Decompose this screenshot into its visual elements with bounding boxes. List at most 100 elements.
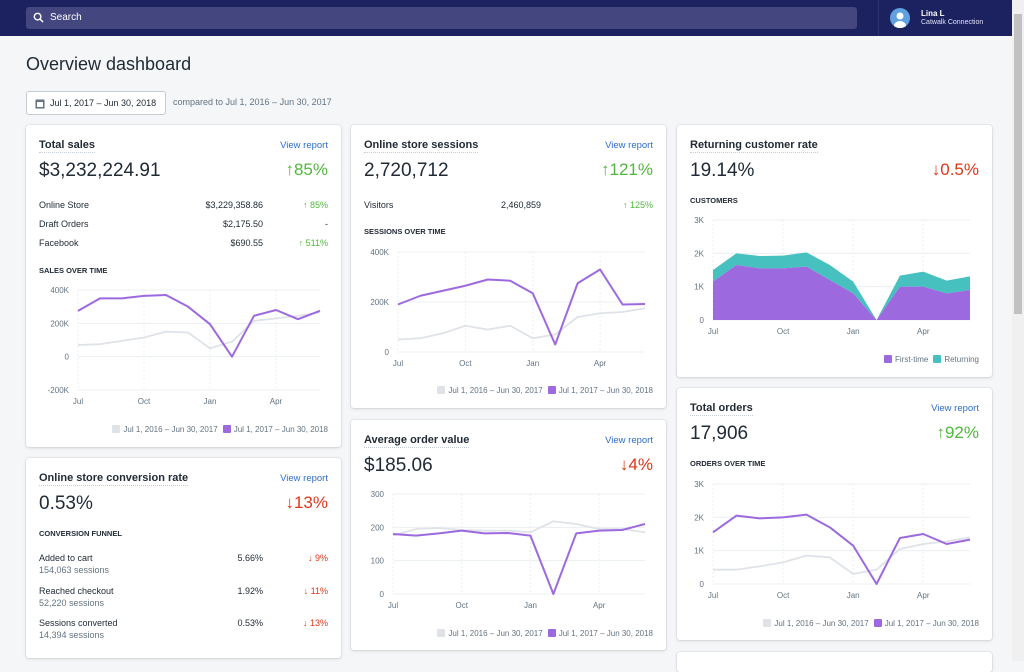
x-tick-label: Apr xyxy=(593,601,606,610)
total-orders-card: Total orders View report 17,906 ↑92% Ord… xyxy=(677,388,992,640)
view-report-link[interactable]: View report xyxy=(280,140,328,151)
x-tick-label: Jul xyxy=(73,397,83,406)
y-tick-label: 1K xyxy=(694,283,704,292)
x-tick-label: Apr xyxy=(270,397,283,406)
search-input[interactable]: Search xyxy=(26,7,857,29)
y-tick-label: 0 xyxy=(65,353,70,362)
x-tick-label: Apr xyxy=(917,327,930,336)
legend-current: Jul 1, 2017 – Jun 30, 2018 xyxy=(558,629,653,638)
funnel-row: Sessions converted 14,394 sessions 0.53% ↓ … xyxy=(39,618,328,640)
row-value: $3,229,358.86 xyxy=(205,200,263,210)
legend-swatch-current xyxy=(547,629,556,637)
date-range-label: Jul 1, 2017 – Jun 30, 2018 xyxy=(50,98,157,108)
total-sales-card: Total sales View report $3,232,224.91 ↑8… xyxy=(26,125,341,447)
breakdown-row: Facebook $690.55 ↑ 511% xyxy=(39,238,328,252)
row-label: Facebook xyxy=(39,238,79,248)
row-delta: - xyxy=(325,219,328,229)
x-tick-label: Oct xyxy=(456,601,469,610)
row-delta: ↓ 13% xyxy=(302,618,328,628)
calendar-icon xyxy=(35,99,45,109)
chart-subtitle: Customers xyxy=(690,196,738,205)
card-title: Total sales xyxy=(39,139,96,153)
chart-legend: Jul 1, 2016 – Jun 30, 2017 Jul 1, 2017 – … xyxy=(432,386,653,395)
legend-first-time: First-time xyxy=(894,355,929,364)
x-tick-label: Jan xyxy=(526,359,539,368)
metric-delta: ↓4% xyxy=(619,455,653,474)
legend-returning: Returning xyxy=(944,355,979,364)
metric-value: 19.14% xyxy=(690,160,755,181)
breakdown-row: Online Store $3,229,358.86 ↑ 85% xyxy=(39,200,328,214)
card-title: Online store sessions xyxy=(364,139,479,153)
y-tick-label: 300 xyxy=(371,490,385,499)
top-bar: Search Lina L Catwalk Connection xyxy=(0,0,1012,36)
series-line-current xyxy=(712,513,971,585)
row-value: $2,175.50 xyxy=(222,219,263,229)
x-tick-label: Jan xyxy=(847,327,860,336)
row-delta: ↑ 125% xyxy=(622,200,653,210)
legend-swatch-previous xyxy=(763,619,772,627)
row-value: 1.92% xyxy=(237,586,263,596)
sales-over-time-chart: -200K 0 200K 400K Jul Oct Jan Apr xyxy=(48,286,321,406)
metric-delta: ↑92% xyxy=(936,423,979,442)
conversion-rate-card: Online store conversion rate View report… xyxy=(26,458,341,658)
chart-legend: Jul 1, 2016 – Jun 30, 2017 Jul 1, 2017 – … xyxy=(432,629,653,638)
x-tick-label: Jan xyxy=(847,591,860,600)
scrollbar-thumb[interactable] xyxy=(1014,14,1022,314)
metric-value: $185.06 xyxy=(364,455,433,476)
metric-value: 0.53% xyxy=(39,493,93,514)
view-report-link[interactable]: View report xyxy=(931,403,979,414)
metric-value: 17,906 xyxy=(690,423,749,444)
area-first-time xyxy=(713,265,970,320)
metric-delta: ↓0.5% xyxy=(931,160,979,179)
row-label: Sessions converted xyxy=(39,618,118,628)
series-line-previous xyxy=(713,536,971,575)
customers-chart: 0 1K 2K 3K Jul Oct Jan Apr xyxy=(694,216,970,336)
chart-legend: Jul 1, 2016 – Jun 30, 2017 Jul 1, 2017 – … xyxy=(107,425,328,434)
series-line-current xyxy=(392,523,646,595)
y-tick-label: 200 xyxy=(371,523,385,532)
date-range-button[interactable]: Jul 1, 2017 – Jun 30, 2018 xyxy=(26,91,166,115)
breakdown-row: Visitors 2,460,859 ↑ 125% xyxy=(364,200,653,214)
y-tick-label: 2K xyxy=(694,249,704,258)
card-title: Average order value xyxy=(364,434,470,448)
y-tick-label: 0 xyxy=(700,580,705,589)
view-report-link[interactable]: View report xyxy=(605,435,653,446)
page-title: Overview dashboard xyxy=(26,54,192,74)
funnel-title: Conversion funnel xyxy=(39,529,122,538)
view-report-link[interactable]: View report xyxy=(605,140,653,151)
x-tick-label: Jul xyxy=(708,327,718,336)
compare-text: compared to Jul 1, 2016 – Jun 30, 2017 xyxy=(173,97,332,107)
y-tick-label: 400K xyxy=(370,248,389,257)
row-sessions: 154,063 sessions xyxy=(39,565,110,575)
chart-legend: Jul 1, 2016 – Jun 30, 2017 Jul 1, 2017 – … xyxy=(758,619,979,628)
legend-swatch-previous xyxy=(437,629,446,637)
area-returning xyxy=(713,252,970,320)
row-value: 5.66% xyxy=(237,553,263,563)
chart-subtitle: Sales over time xyxy=(39,266,108,275)
row-label: Online Store xyxy=(39,200,90,210)
legend-current: Jul 1, 2017 – Jun 30, 2018 xyxy=(233,425,328,434)
row-label: Reached checkout xyxy=(39,586,114,596)
metric-delta: ↑121% xyxy=(601,160,653,179)
row-sessions: 52,220 sessions xyxy=(39,598,105,608)
row-delta: ↓ 9% xyxy=(307,553,328,563)
avatar xyxy=(890,8,910,28)
row-delta: ↓ 11% xyxy=(303,586,328,596)
search-placeholder: Search xyxy=(50,12,82,23)
x-tick-label: Oct xyxy=(459,359,472,368)
row-delta: ↑ 85% xyxy=(302,200,328,210)
legend-swatch-previous xyxy=(112,425,121,433)
funnel-row: Reached checkout 52,220 sessions 1.92% ↓ 11… xyxy=(39,586,328,608)
x-tick-label: Apr xyxy=(594,359,607,368)
search-icon xyxy=(33,12,44,23)
chart-legend: First-time Returning xyxy=(879,355,979,364)
legend-swatch-current xyxy=(547,386,556,394)
x-tick-label: Jan xyxy=(524,601,537,610)
x-tick-label: Jul xyxy=(388,601,398,610)
scrollbar[interactable] xyxy=(1012,0,1024,661)
user-name: Lina L xyxy=(921,9,945,18)
legend-previous: Jul 1, 2016 – Jun 30, 2017 xyxy=(448,386,543,395)
user-menu[interactable]: Lina L Catwalk Connection xyxy=(878,0,1012,36)
y-tick-label: 1K xyxy=(694,547,704,556)
view-report-link[interactable]: View report xyxy=(280,473,328,484)
